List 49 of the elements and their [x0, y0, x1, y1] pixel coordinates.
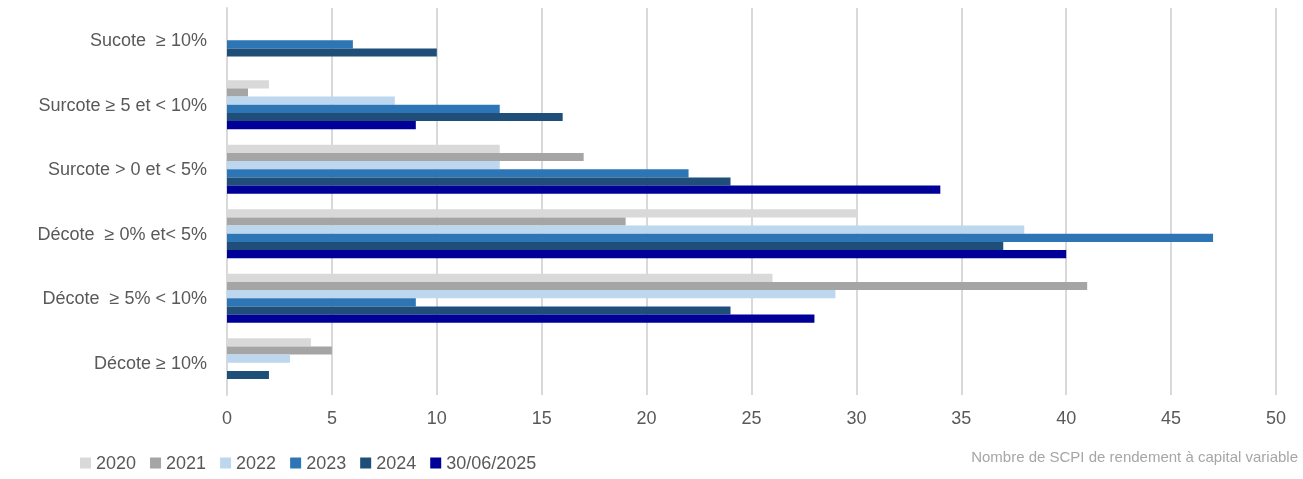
- legend-label: 2020: [96, 453, 137, 473]
- x-tick-label: 5: [326, 408, 337, 428]
- bar: [227, 298, 416, 307]
- bar: [227, 225, 1025, 234]
- bar: [227, 152, 584, 162]
- bar: [227, 169, 689, 178]
- bar: [227, 177, 731, 186]
- x-tick-label: 30: [846, 408, 867, 428]
- x-tick-label: 40: [1056, 408, 1077, 428]
- x-tick-label: 20: [636, 408, 657, 428]
- bar: [227, 40, 353, 49]
- x-tick-label: 35: [951, 408, 972, 428]
- y-tick-label: Décote ≥ 5% < 10%: [42, 288, 207, 309]
- bar: [227, 314, 815, 323]
- legend-label: 2024: [376, 453, 417, 473]
- bar: [227, 370, 269, 380]
- bar: [227, 241, 1004, 251]
- legend-label: 2021: [166, 453, 207, 473]
- bar: [227, 233, 1214, 242]
- bar: [227, 217, 626, 226]
- bar: [227, 306, 731, 315]
- bar: [227, 161, 500, 170]
- x-tick-label: 25: [741, 408, 762, 428]
- bar: [227, 250, 1067, 259]
- x-axis-title: Nombre de SCPI de rendement à capital variable: [971, 448, 1298, 465]
- y-tick-label: Décote ≥ 10%: [94, 352, 207, 373]
- x-tick-label: 0: [221, 408, 233, 428]
- bar: [227, 96, 395, 105]
- y-tick-label: Surcote ≥ 5 et < 10%: [38, 94, 207, 115]
- legend-label: 2023: [306, 453, 347, 473]
- bar: [227, 185, 941, 194]
- legend-label: 30/06/2025: [446, 453, 537, 473]
- y-tick-label: Décote ≥ 0% et< 5%: [37, 223, 207, 244]
- bar: [227, 112, 563, 122]
- x-tick-label: 10: [426, 408, 447, 428]
- bar: [227, 290, 836, 299]
- y-tick-label: Sucote ≥ 10%: [90, 30, 207, 51]
- bar: [227, 281, 1088, 291]
- bar: [227, 121, 416, 130]
- bar: [227, 88, 248, 97]
- bar: [227, 346, 332, 355]
- x-tick-label: 45: [1161, 408, 1182, 428]
- x-tick-label: 50: [1265, 408, 1287, 428]
- legend-label: 2022: [236, 453, 277, 473]
- y-tick-label: Surcote > 0 et < 5%: [47, 159, 207, 180]
- x-tick-label: 15: [531, 408, 552, 428]
- bar: [227, 48, 437, 57]
- bar: [227, 104, 500, 113]
- bar: [227, 354, 290, 363]
